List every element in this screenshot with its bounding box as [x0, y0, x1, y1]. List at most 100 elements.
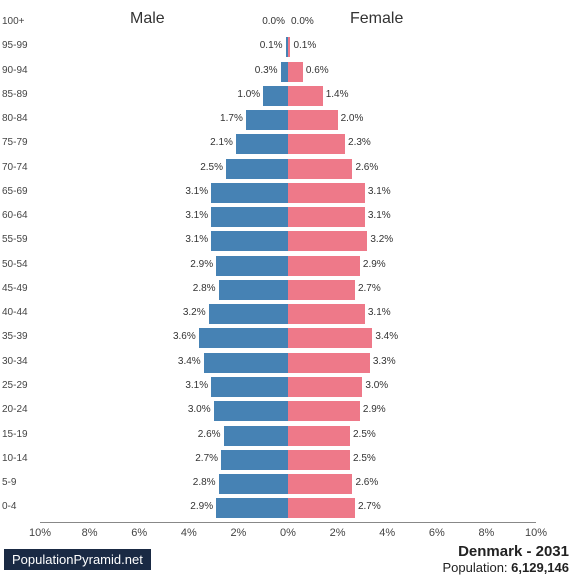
- pyramid-row: 70-742.5%2.6%: [40, 156, 536, 180]
- male-pct-label: 3.1%: [185, 380, 208, 391]
- female-pct-label: 3.4%: [375, 331, 398, 342]
- female-bar[interactable]: [288, 279, 355, 301]
- male-pct-label: 2.8%: [193, 477, 216, 488]
- male-bar[interactable]: [199, 327, 288, 349]
- male-pct-label: 0.0%: [262, 16, 285, 27]
- male-pct-label: 2.6%: [198, 429, 221, 440]
- female-pct-label: 0.1%: [293, 40, 316, 51]
- male-bar[interactable]: [211, 376, 288, 398]
- female-bar[interactable]: [288, 303, 365, 325]
- male-bar[interactable]: [236, 133, 288, 155]
- age-label: 0-4: [2, 501, 36, 512]
- pyramid-row: 55-593.1%3.2%: [40, 228, 536, 252]
- male-bar[interactable]: [226, 158, 288, 180]
- female-bar[interactable]: [288, 36, 290, 58]
- female-bar[interactable]: [288, 327, 372, 349]
- age-label: 60-64: [2, 210, 36, 221]
- male-pct-label: 2.5%: [200, 162, 223, 173]
- pyramid-row: 45-492.8%2.7%: [40, 277, 536, 301]
- population-pyramid-chart: Male Female 100+0.0%0.0%95-990.1%0.1%90-…: [0, 0, 575, 581]
- female-bar[interactable]: [288, 109, 338, 131]
- plot-area: 100+0.0%0.0%95-990.1%0.1%90-940.3%0.6%85…: [40, 10, 536, 520]
- pyramid-row: 35-393.6%3.4%: [40, 325, 536, 349]
- female-pct-label: 2.9%: [363, 404, 386, 415]
- female-bar[interactable]: [288, 449, 350, 471]
- age-label: 15-19: [2, 429, 36, 440]
- male-bar[interactable]: [224, 425, 288, 447]
- female-pct-label: 2.5%: [353, 453, 376, 464]
- male-bar[interactable]: [209, 303, 288, 325]
- x-axis-tick: 10%: [29, 527, 51, 539]
- x-axis: 10%8%6%4%2%0%2%4%6%8%10%: [40, 522, 536, 543]
- male-bar[interactable]: [214, 400, 288, 422]
- age-label: 65-69: [2, 186, 36, 197]
- male-bar[interactable]: [246, 109, 288, 131]
- pyramid-row: 5-92.8%2.6%: [40, 471, 536, 495]
- male-pct-label: 2.9%: [190, 501, 213, 512]
- male-pct-label: 1.7%: [220, 113, 243, 124]
- age-label: 90-94: [2, 65, 36, 76]
- source-badge[interactable]: PopulationPyramid.net: [4, 549, 151, 570]
- female-bar[interactable]: [288, 425, 350, 447]
- female-bar[interactable]: [288, 473, 352, 495]
- female-pct-label: 3.1%: [368, 186, 391, 197]
- male-bar[interactable]: [263, 85, 288, 107]
- female-bar[interactable]: [288, 497, 355, 519]
- x-axis-tick: 2%: [230, 527, 246, 539]
- female-bar[interactable]: [288, 400, 360, 422]
- male-bar[interactable]: [281, 61, 288, 83]
- age-label: 35-39: [2, 331, 36, 342]
- male-pct-label: 3.0%: [188, 404, 211, 415]
- female-bar[interactable]: [288, 230, 367, 252]
- male-bar[interactable]: [211, 206, 288, 228]
- male-bar[interactable]: [219, 473, 288, 495]
- male-bar[interactable]: [204, 352, 288, 374]
- age-label: 95-99: [2, 40, 36, 51]
- female-bar[interactable]: [288, 206, 365, 228]
- male-bar[interactable]: [221, 449, 288, 471]
- male-pct-label: 2.1%: [210, 137, 233, 148]
- male-bar[interactable]: [219, 279, 288, 301]
- male-bar[interactable]: [216, 497, 288, 519]
- female-bar[interactable]: [288, 255, 360, 277]
- age-label: 80-84: [2, 113, 36, 124]
- pyramid-row: 90-940.3%0.6%: [40, 59, 536, 83]
- female-pct-label: 2.0%: [341, 113, 364, 124]
- x-axis-tick: 6%: [429, 527, 445, 539]
- pyramid-row: 25-293.1%3.0%: [40, 374, 536, 398]
- x-axis-tick: 8%: [478, 527, 494, 539]
- female-bar[interactable]: [288, 158, 352, 180]
- female-bar[interactable]: [288, 61, 303, 83]
- pyramid-row: 100+0.0%0.0%: [40, 10, 536, 34]
- age-label: 25-29: [2, 380, 36, 391]
- population-line: Population: 6,129,146: [442, 560, 569, 575]
- female-pct-label: 2.7%: [358, 501, 381, 512]
- female-pct-label: 2.3%: [348, 137, 371, 148]
- female-bar[interactable]: [288, 133, 345, 155]
- pyramid-row: 75-792.1%2.3%: [40, 131, 536, 155]
- pyramid-row: 20-243.0%2.9%: [40, 398, 536, 422]
- female-pct-label: 2.7%: [358, 283, 381, 294]
- age-label: 10-14: [2, 453, 36, 464]
- pyramid-row: 80-841.7%2.0%: [40, 107, 536, 131]
- female-bar[interactable]: [288, 352, 370, 374]
- age-label: 45-49: [2, 283, 36, 294]
- female-bar[interactable]: [288, 182, 365, 204]
- female-bar[interactable]: [288, 85, 323, 107]
- male-bar[interactable]: [211, 182, 288, 204]
- female-pct-label: 2.6%: [355, 162, 378, 173]
- x-axis-tick: 2%: [330, 527, 346, 539]
- age-label: 50-54: [2, 259, 36, 270]
- age-label: 55-59: [2, 234, 36, 245]
- age-label: 85-89: [2, 89, 36, 100]
- female-bar[interactable]: [288, 376, 362, 398]
- age-label: 100+: [2, 16, 36, 27]
- female-pct-label: 2.9%: [363, 259, 386, 270]
- age-label: 5-9: [2, 477, 36, 488]
- x-axis-tick: 6%: [131, 527, 147, 539]
- male-pct-label: 2.9%: [190, 259, 213, 270]
- male-pct-label: 3.1%: [185, 186, 208, 197]
- x-axis-tick: 10%: [525, 527, 547, 539]
- male-bar[interactable]: [216, 255, 288, 277]
- male-bar[interactable]: [211, 230, 288, 252]
